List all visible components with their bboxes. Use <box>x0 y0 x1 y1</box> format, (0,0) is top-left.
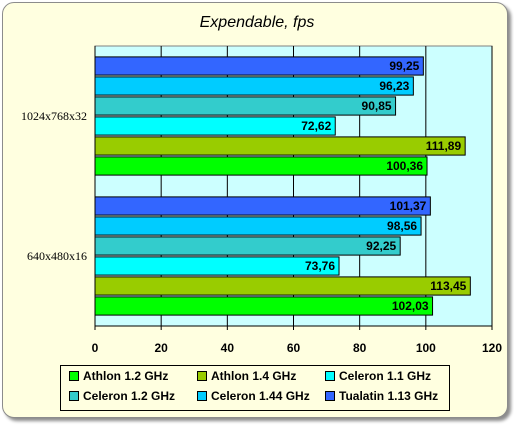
category-label: 1024x768x32 <box>21 109 87 123</box>
legend-label: Celeron 1.2 GHz <box>83 389 176 403</box>
legend-swatch <box>325 391 335 401</box>
bar <box>94 116 336 136</box>
legend-item: Athlon 1.2 GHz <box>69 369 168 383</box>
bar <box>94 256 340 276</box>
legend-swatch <box>69 391 79 401</box>
bar <box>94 216 422 236</box>
x-tick-label: 120 <box>482 341 502 355</box>
legend-label: Athlon 1.2 GHz <box>83 369 169 383</box>
legend-label: Athlon 1.4 GHz <box>211 369 297 383</box>
data-label: 101,37 <box>390 199 427 213</box>
chart-title: Expendable, fps <box>199 14 315 31</box>
legend-label: Celeron 1.1 GHz <box>339 369 432 383</box>
bar <box>94 296 434 316</box>
data-label: 111,89 <box>426 139 462 153</box>
bar <box>94 56 424 76</box>
legend-item: Celeron 1.2 GHz <box>69 389 175 403</box>
data-label: 96,23 <box>379 79 409 93</box>
legend-item: Tualatin 1.13 GHz <box>325 389 438 403</box>
legend-item: Celeron 1.44 GHz <box>197 389 310 403</box>
legend-swatch <box>325 371 335 381</box>
x-tick-label: 20 <box>154 341 168 355</box>
data-label: 102,03 <box>392 299 429 313</box>
x-tick-label: 60 <box>287 341 301 355</box>
bar <box>94 76 414 96</box>
legend-label: Tualatin 1.13 GHz <box>339 389 439 403</box>
category-label: 640x480x16 <box>27 249 87 263</box>
bar <box>94 276 471 296</box>
bar <box>94 136 466 156</box>
data-label: 100,36 <box>386 159 423 173</box>
data-label: 98,56 <box>387 219 417 233</box>
bar <box>94 156 428 176</box>
data-label: 99,25 <box>389 59 419 73</box>
data-label: 113,45 <box>430 279 466 293</box>
bar <box>94 96 397 116</box>
x-tick-label: 40 <box>221 341 235 355</box>
x-tick-label: 0 <box>92 341 99 355</box>
x-tick-label: 80 <box>353 341 367 355</box>
data-label: 90,85 <box>362 99 392 113</box>
data-label: 72,62 <box>301 119 331 133</box>
data-label: 73,76 <box>305 259 335 273</box>
bar <box>94 196 431 216</box>
legend-label: Celeron 1.44 GHz <box>211 389 310 403</box>
legend-item: Celeron 1.1 GHz <box>325 369 431 383</box>
legend-swatch <box>197 371 207 381</box>
legend: Athlon 1.2 GHz Athlon 1.4 GHz Celeron 1.1 … <box>60 365 450 411</box>
x-tick-label: 100 <box>416 341 436 355</box>
bar <box>94 236 401 256</box>
legend-item: Athlon 1.4 GHz <box>197 369 296 383</box>
legend-swatch <box>69 371 79 381</box>
legend-swatch <box>197 391 207 401</box>
data-label: 92,25 <box>366 239 396 253</box>
